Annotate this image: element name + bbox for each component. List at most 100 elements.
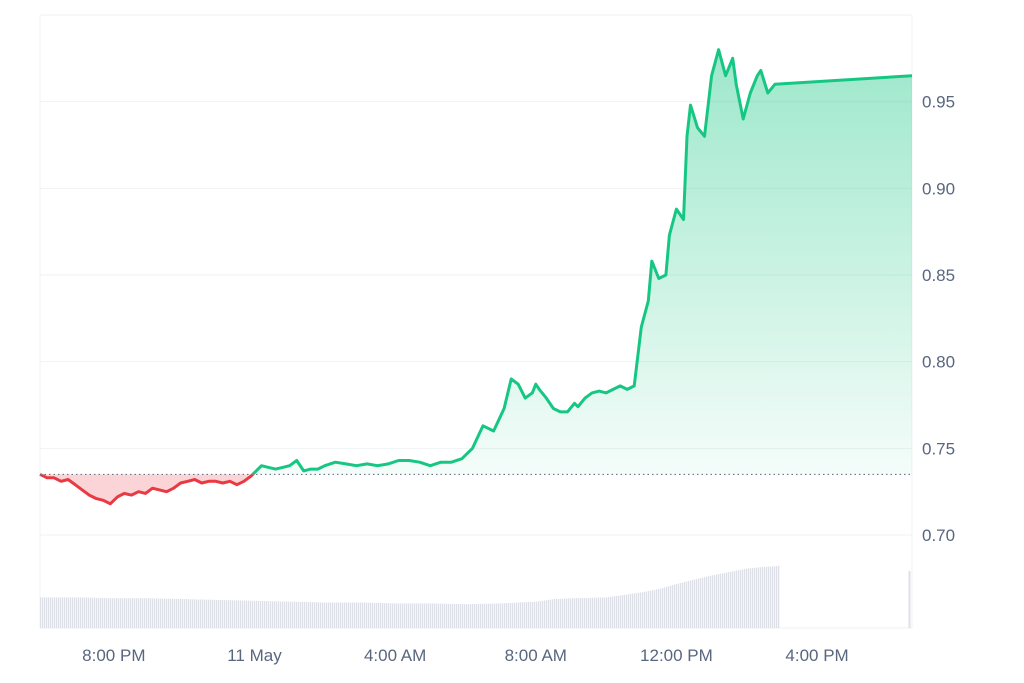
y-tick-label: 0.95 [922, 93, 955, 112]
volume-bar [396, 603, 398, 628]
volume-bar [478, 603, 480, 628]
volume-bar [484, 603, 486, 628]
volume-bar [218, 599, 220, 628]
volume-bar [302, 601, 304, 628]
volume-bar [416, 603, 418, 628]
volume-bar [494, 603, 496, 628]
volume-bar [282, 601, 284, 628]
volume-bar [630, 593, 632, 628]
x-tick-label: 8:00 AM [505, 646, 567, 665]
volume-bar [640, 592, 642, 628]
volume-bar [200, 599, 202, 628]
volume-bar [194, 599, 196, 628]
volume-bar [606, 597, 608, 628]
volume-bar [316, 602, 318, 628]
volume-bar [210, 599, 212, 628]
volume-bar [92, 597, 94, 628]
volume-bar [762, 567, 764, 628]
volume-bar [336, 602, 338, 628]
price-line-up [39, 48, 913, 475]
volume-bar [768, 566, 770, 628]
volume-bar [284, 601, 286, 628]
volume-bar [726, 572, 728, 628]
volume-bar [150, 598, 152, 628]
volume-bar [66, 597, 68, 628]
volume-bar [222, 600, 224, 628]
volume-bar [616, 595, 618, 628]
volume-bar [312, 602, 314, 628]
volume-bar [516, 602, 518, 628]
volume-bar [500, 603, 502, 628]
volume-bar [574, 598, 576, 628]
volume-bar [134, 598, 136, 628]
volume-bar [426, 603, 428, 628]
volume-bar [252, 600, 254, 628]
volume-bar [178, 598, 180, 628]
volume-bar [530, 601, 532, 628]
volume-bar [332, 602, 334, 628]
volume-bar [632, 593, 634, 628]
volume-bar [290, 601, 292, 628]
volume-bar [256, 600, 258, 628]
volume-bar [420, 603, 422, 628]
volume-bar [486, 603, 488, 628]
volume-bar [454, 603, 456, 628]
volume-bar [404, 603, 406, 628]
volume-bar [182, 599, 184, 628]
volume-bar [208, 599, 210, 628]
volume-bar [560, 598, 562, 628]
volume-bar [604, 597, 606, 628]
volume-bar [502, 603, 504, 628]
volume-bar [542, 600, 544, 628]
volume-bar [64, 597, 66, 628]
volume-bar [672, 585, 674, 628]
volume-bar [386, 603, 388, 628]
volume-bar [556, 598, 558, 628]
volume-bar [308, 602, 310, 628]
volume-bar [400, 603, 402, 628]
volume-bar [646, 591, 648, 628]
volume-bar [50, 597, 52, 628]
volume-bar [588, 597, 590, 628]
volume-bar [376, 602, 378, 628]
volume-bar [586, 597, 588, 628]
volume-bar [740, 569, 742, 628]
volume-bar [248, 600, 250, 628]
volume-bar [578, 598, 580, 628]
volume-bar [108, 598, 110, 628]
volume-bar [522, 602, 524, 628]
volume-bar [642, 592, 644, 628]
y-axis: 0.70 0.75 0.80 0.85 0.90 0.95 [922, 93, 955, 545]
volume-bar [448, 603, 450, 628]
volume-bar [306, 602, 308, 628]
volume-bar [474, 603, 476, 628]
volume-bar [504, 603, 506, 628]
volume-bar [144, 598, 146, 628]
volume-bar [266, 601, 268, 628]
x-tick-label: 4:00 AM [364, 646, 426, 665]
volume-bar [430, 603, 432, 628]
volume-bar [130, 598, 132, 628]
volume-bar [260, 600, 262, 628]
volume-bar [778, 565, 780, 628]
volume-bar [286, 601, 288, 628]
volume-bar [354, 602, 356, 628]
volume-bar [688, 581, 690, 628]
volume-bar [422, 603, 424, 628]
volume-bar [908, 571, 911, 628]
volume-bar [304, 601, 306, 628]
volume-bar [562, 598, 564, 628]
price-line-down [39, 474, 255, 506]
volume-bar [40, 597, 42, 628]
volume-bar [548, 599, 550, 628]
volume-bar [498, 603, 500, 628]
volume-bar [226, 600, 228, 628]
x-axis: 8:00 PM 11 May 4:00 AM 8:00 AM 12:00 PM 4:00 … [82, 646, 849, 665]
volume-bar [694, 579, 696, 628]
volume-bar [46, 597, 48, 628]
volume-bar [388, 603, 390, 628]
volume-bar [628, 594, 630, 628]
volume-bar [570, 598, 572, 628]
volume-bar [48, 597, 50, 628]
volume-bar [414, 603, 416, 628]
